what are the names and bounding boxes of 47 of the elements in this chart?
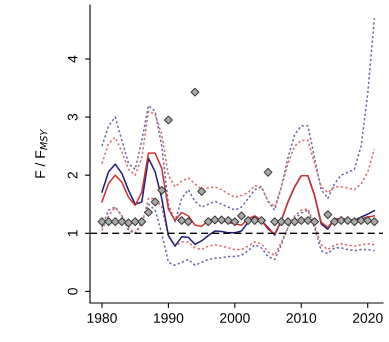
point [304,216,312,225]
point [343,216,352,225]
point [150,198,160,206]
point [117,217,126,226]
point [350,217,359,226]
point [264,168,272,177]
point [124,218,133,228]
point [137,217,146,226]
point [190,88,200,97]
point [323,210,332,220]
point [276,217,286,226]
point [370,217,379,226]
point [184,217,193,226]
point [310,217,319,226]
point [257,216,266,225]
point [356,216,366,225]
x-tick-label: 2000 [220,313,250,323]
point [230,217,240,226]
line-series [101,110,376,208]
y-tick-label: 0 [68,288,78,295]
point [250,216,260,225]
point [290,217,300,226]
y-tick-label: 1 [68,230,78,236]
y-tick-label: 4 [68,56,78,63]
point [224,216,233,225]
y-tick-label: 3 [68,114,78,120]
point [363,216,372,225]
x-tick-label: 1990 [154,313,184,323]
point [210,216,220,224]
x-tick-label: 2020 [352,313,383,323]
point [217,216,226,224]
y-axis-title: F / F$_{MSY}$ [34,128,48,178]
point [157,186,166,195]
point [330,217,339,226]
point [204,217,213,226]
y-tick-label: 2 [68,172,78,178]
line-series [101,198,376,256]
point [177,216,186,225]
point [296,216,306,225]
line-series [101,18,376,222]
point [144,208,153,217]
point [164,116,173,124]
x-tick-label: 2010 [286,313,316,323]
point [197,187,206,196]
point [237,211,246,220]
line-series [101,152,376,235]
x-tick-label: 1980 [88,313,117,323]
